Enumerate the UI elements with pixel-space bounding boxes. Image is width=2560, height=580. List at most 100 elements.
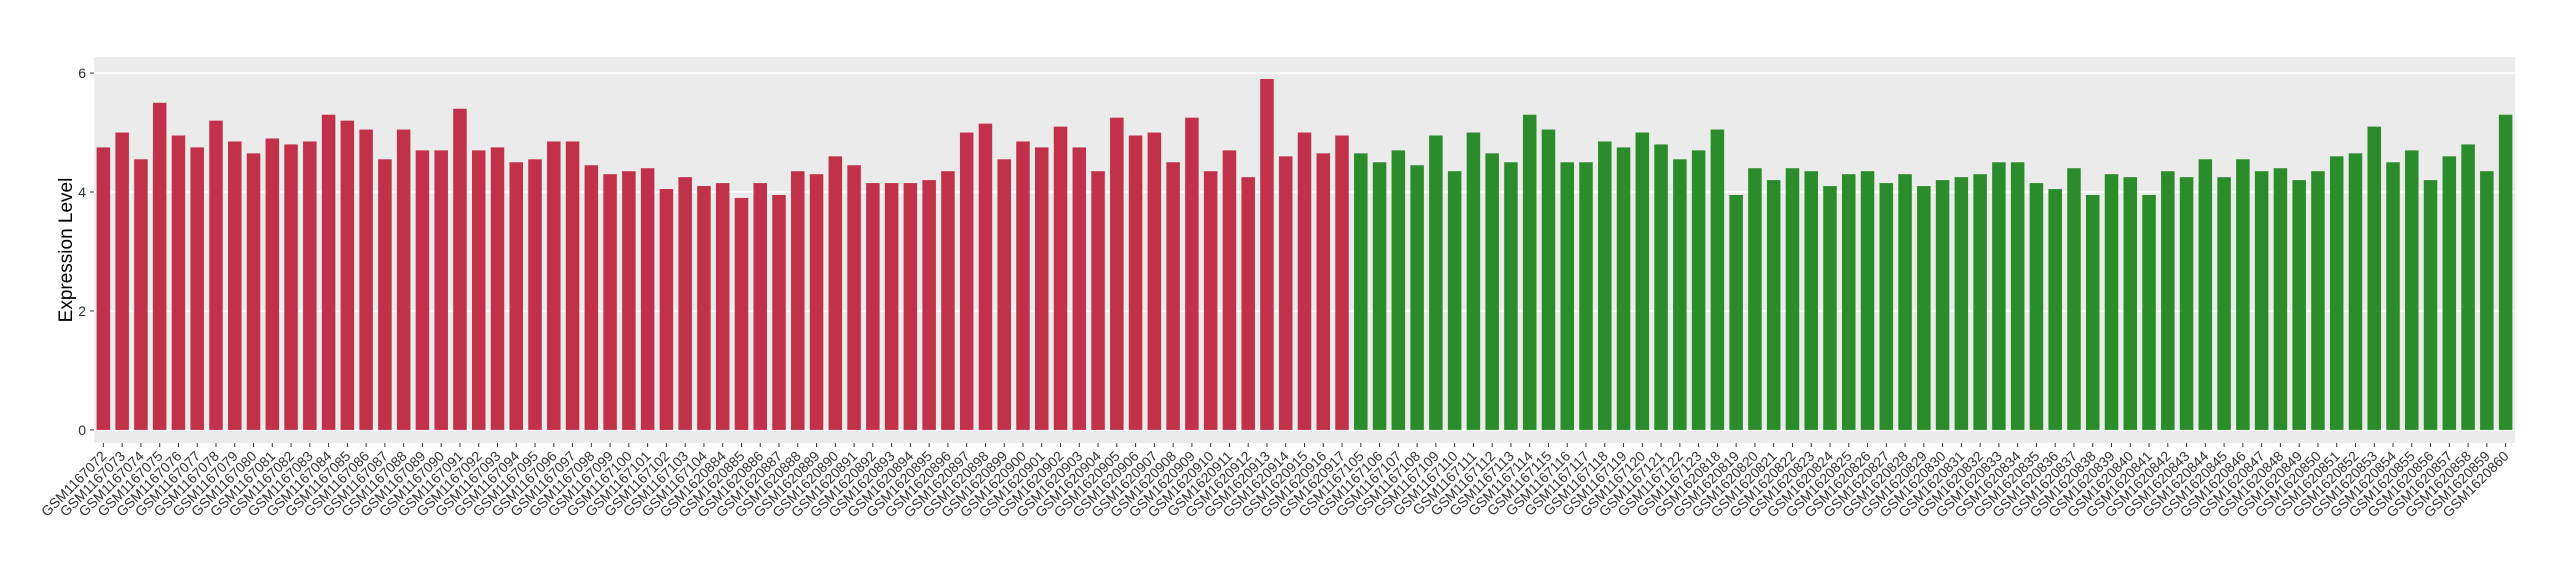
- bar: [2198, 159, 2213, 430]
- bar: [640, 168, 655, 430]
- bar: [1391, 150, 1406, 430]
- bar: [2067, 168, 2081, 430]
- bar: [1954, 177, 1969, 430]
- bar: [828, 156, 843, 430]
- bar: [1410, 165, 1424, 430]
- bar: [2161, 171, 2175, 430]
- bar: [1522, 114, 1537, 430]
- bar: [1579, 162, 1593, 430]
- bar: [809, 174, 824, 430]
- bar: [1691, 150, 1706, 430]
- bar: [1429, 135, 1443, 430]
- bar: [603, 174, 617, 430]
- bar: [734, 197, 749, 430]
- bar: [1823, 186, 1837, 430]
- bar: [2480, 171, 2494, 430]
- bar: [528, 159, 542, 430]
- bar: [1147, 132, 1162, 430]
- bar: [678, 177, 692, 430]
- bar: [2405, 150, 2419, 430]
- bar: [434, 150, 448, 430]
- bar: [1297, 132, 1312, 430]
- bar: [2236, 159, 2250, 430]
- bar: [1654, 144, 1668, 430]
- bar: [415, 150, 430, 430]
- bar: [1166, 162, 1180, 430]
- bar: [1616, 147, 1631, 430]
- bar: [2311, 171, 2325, 430]
- bar: [2442, 156, 2457, 430]
- bar: [622, 171, 636, 430]
- bar: [471, 150, 486, 430]
- bar: [847, 165, 861, 430]
- bar: [1598, 141, 1612, 430]
- bar: [1316, 153, 1331, 430]
- bar: [2142, 194, 2156, 430]
- bar: [659, 189, 674, 430]
- bar: [1729, 194, 1743, 430]
- bar: [152, 102, 167, 430]
- bar: [115, 132, 129, 430]
- bar: [1185, 117, 1199, 430]
- bar: [1504, 162, 1518, 430]
- bar: [378, 159, 392, 430]
- y-tick-label: 4: [78, 184, 86, 200]
- bar: [2029, 183, 2044, 430]
- bar: [1560, 162, 1575, 430]
- bar: [2104, 174, 2119, 430]
- bar: [565, 141, 580, 430]
- bar: [190, 147, 204, 430]
- bar: [922, 180, 936, 430]
- bar: [2179, 177, 2194, 430]
- bar: [1898, 174, 1912, 430]
- bar: [2367, 126, 2382, 430]
- bar: [265, 138, 280, 430]
- bar: [2085, 194, 2100, 430]
- bar: [941, 171, 955, 430]
- bar: [1541, 129, 1556, 430]
- bar: [2498, 114, 2513, 430]
- bar: [772, 194, 786, 430]
- bar: [1016, 141, 1030, 430]
- bar: [1091, 171, 1105, 430]
- bar: [753, 183, 768, 430]
- bar: [340, 120, 355, 430]
- bar: [1879, 183, 1894, 430]
- bar: [1748, 168, 1762, 430]
- bar: [1278, 156, 1293, 430]
- bar: [1335, 135, 1349, 430]
- bar: [1447, 171, 1462, 430]
- bar: [959, 132, 974, 430]
- bar: [2461, 144, 2475, 430]
- bar: [791, 171, 805, 430]
- bar: [396, 129, 411, 430]
- bar: [1260, 79, 1274, 430]
- bar: [1241, 177, 1255, 430]
- bar: [227, 141, 242, 430]
- bar: [1673, 159, 1687, 430]
- bar: [1110, 117, 1124, 430]
- bar: [1222, 150, 1237, 430]
- bar: [2217, 177, 2231, 430]
- bar: [1354, 153, 1368, 430]
- bar: [1128, 135, 1143, 430]
- bar: [1053, 126, 1068, 430]
- bar: [2273, 168, 2288, 430]
- bar: [246, 153, 261, 430]
- bar: [303, 141, 317, 430]
- bar: [2348, 153, 2363, 430]
- bar: [2010, 162, 2025, 430]
- bar: [284, 144, 298, 430]
- bar: [1973, 174, 1987, 430]
- y-tick-label: 2: [78, 303, 86, 319]
- bar: [1635, 132, 1650, 430]
- bar: [866, 183, 880, 430]
- bar: [321, 114, 336, 430]
- bar: [697, 186, 711, 430]
- y-tick-label: 6: [78, 65, 86, 81]
- bar: [453, 108, 467, 430]
- bar: [1710, 129, 1725, 430]
- bar: [1072, 147, 1087, 430]
- bar: [1804, 171, 1818, 430]
- bar: [903, 183, 918, 430]
